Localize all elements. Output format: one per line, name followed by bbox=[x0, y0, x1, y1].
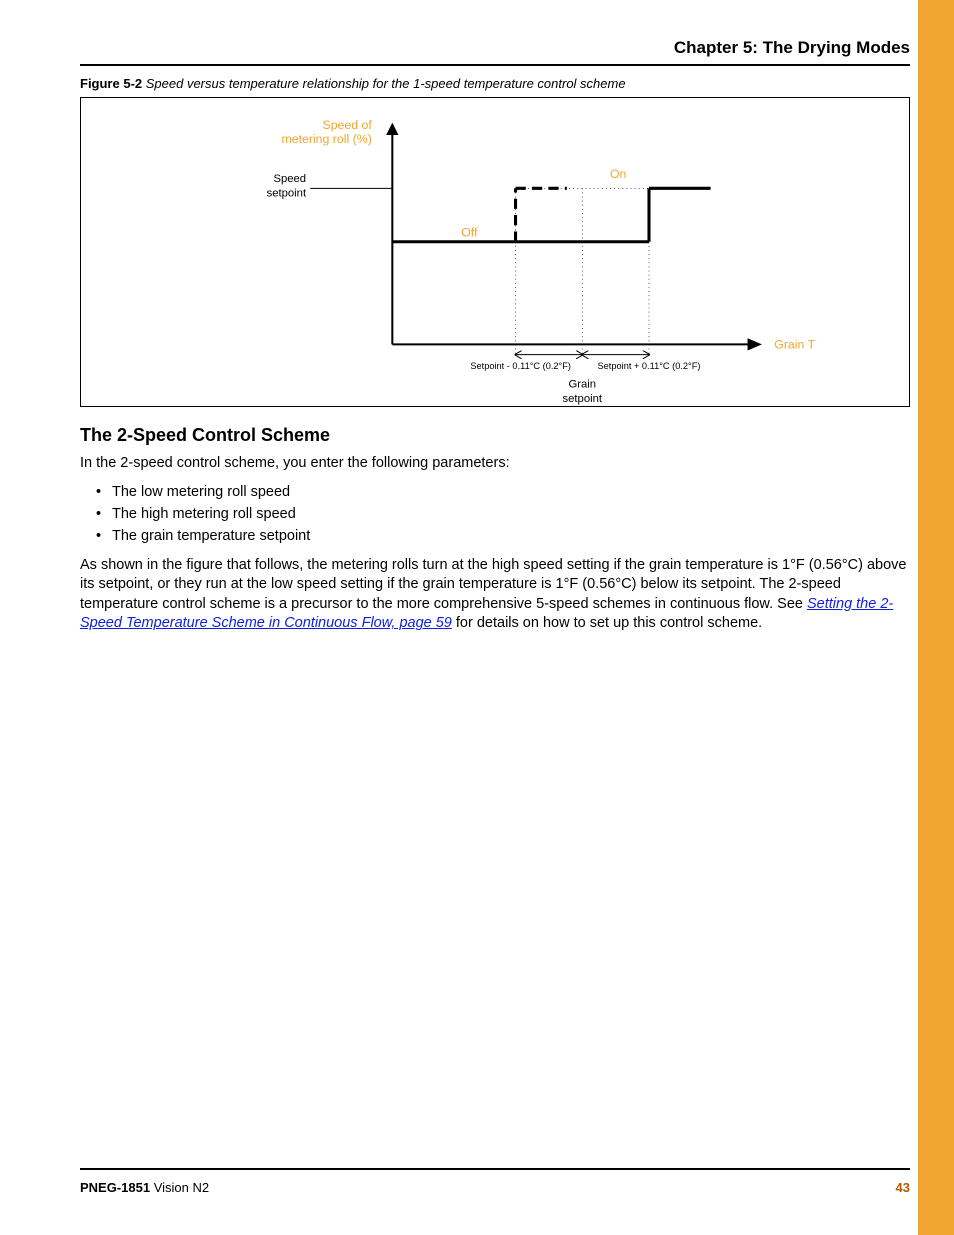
speed-setpoint-label-2: setpoint bbox=[267, 188, 307, 200]
figure-caption-text: Speed versus temperature relationship fo… bbox=[146, 76, 626, 91]
figure-caption: Figure 5-2 Speed versus temperature rela… bbox=[80, 76, 910, 91]
y-axis-label-2: metering roll (%) bbox=[281, 132, 371, 146]
section-intro: In the 2-speed control scheme, you enter… bbox=[80, 454, 910, 474]
on-label: On bbox=[610, 167, 627, 181]
header-rule bbox=[80, 64, 910, 66]
chapter-title: Chapter 5: The Drying Modes bbox=[80, 38, 910, 58]
dim-label-right: Setpoint + 0.11°C (0.2°F) bbox=[598, 361, 701, 371]
list-item: The low metering roll speed bbox=[112, 484, 910, 500]
footer-doc-code: PNEG-1851 bbox=[80, 1180, 150, 1195]
footer-doc-id: PNEG-1851 Vision N2 bbox=[80, 1180, 209, 1195]
grain-setpoint-label-1: Grain bbox=[568, 379, 596, 391]
page-number: 43 bbox=[896, 1180, 910, 1195]
para-text-pre: As shown in the figure that follows, the… bbox=[80, 557, 906, 612]
off-label: Off bbox=[461, 226, 478, 240]
y-axis-label-1: Speed of bbox=[323, 118, 373, 132]
page-accent-sidebar bbox=[918, 0, 954, 1235]
section-para-2: As shown in the figure that follows, the… bbox=[80, 556, 910, 634]
footer-rule bbox=[80, 1168, 910, 1170]
bullet-list: The low metering roll speed The high met… bbox=[112, 484, 910, 544]
list-item: The grain temperature setpoint bbox=[112, 528, 910, 544]
footer-doc-name: Vision N2 bbox=[150, 1180, 209, 1195]
grain-setpoint-label-2: setpoint bbox=[563, 393, 603, 405]
speed-setpoint-label-1: Speed bbox=[273, 173, 306, 185]
page-content: Chapter 5: The Drying Modes Figure 5-2 S… bbox=[80, 38, 910, 644]
figure-label: Figure 5-2 bbox=[80, 76, 142, 91]
figure-diagram: Speed of metering roll (%) Grain T Speed… bbox=[80, 97, 910, 407]
dim-label-left: Setpoint - 0.11°C (0.2°F) bbox=[470, 361, 571, 371]
section-heading: The 2-Speed Control Scheme bbox=[80, 425, 910, 446]
para-text-post: for details on how to set up this contro… bbox=[452, 615, 762, 631]
x-axis-label: Grain T bbox=[774, 338, 815, 352]
list-item: The high metering roll speed bbox=[112, 506, 910, 522]
page-footer: PNEG-1851 Vision N2 43 bbox=[80, 1168, 910, 1195]
